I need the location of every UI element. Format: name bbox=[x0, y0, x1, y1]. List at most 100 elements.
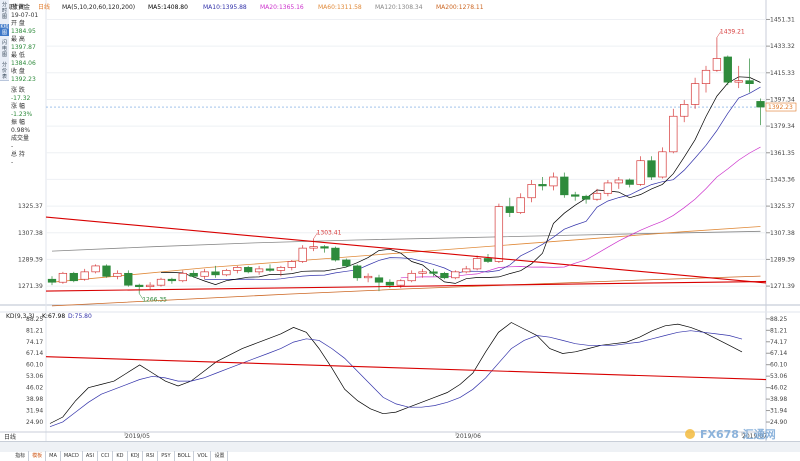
toolbar-tab-11[interactable]: VOL bbox=[194, 451, 212, 461]
annotation-label: 1303.41 bbox=[317, 230, 342, 237]
price-axis-ticks: 1451.31 1433.32 1415.33 1397.34 1379.34 1361.… bbox=[18, 16, 797, 290]
candle-body bbox=[222, 270, 231, 276]
candle-body bbox=[527, 184, 536, 199]
toolbar-tab-12[interactable]: 设置 bbox=[211, 451, 229, 461]
candle-body bbox=[200, 271, 209, 277]
price-tick-label-left: 1307.38 bbox=[18, 230, 43, 237]
candle-body bbox=[734, 80, 743, 83]
kd-tick-label-left: 88.25 bbox=[26, 316, 43, 323]
candle-body bbox=[385, 281, 395, 286]
candle-body bbox=[603, 182, 613, 194]
candle-body bbox=[211, 271, 220, 276]
annotation-leader bbox=[138, 293, 144, 300]
kd-d-line bbox=[49, 330, 743, 428]
high-label: 最 高 bbox=[11, 36, 25, 43]
ma120-line bbox=[51, 230, 761, 252]
descending-trendline bbox=[45, 216, 767, 284]
tab-flash[interactable]: 闪电图 bbox=[1, 40, 7, 58]
candle-body bbox=[80, 271, 89, 280]
price-tick-label: 1397.34 bbox=[770, 96, 795, 103]
kd-tick-label: 46.02 bbox=[770, 385, 787, 392]
toolbar-tab-2[interactable]: MA bbox=[46, 451, 61, 461]
toolbar-tab-8[interactable]: RSI bbox=[143, 451, 159, 461]
candle-body bbox=[756, 101, 765, 108]
kd-tick-label-left: 53.06 bbox=[26, 373, 43, 380]
kd-tick-label: 38.98 bbox=[770, 396, 787, 403]
candle-body bbox=[625, 179, 634, 185]
ma20-label: MA20:1365.16 bbox=[260, 4, 304, 11]
kd-k-value: K:67.98 bbox=[42, 313, 65, 320]
toolbar-tab-0[interactable]: 指标 bbox=[12, 451, 30, 461]
kd-tick-label: 24.90 bbox=[770, 419, 787, 426]
toolbar-tab-10[interactable]: BOLL bbox=[175, 451, 195, 461]
toolbar-tab-5[interactable]: CCI bbox=[98, 451, 114, 461]
price-annotations: 1439.21 1303.41 1266.35 bbox=[138, 28, 745, 304]
ma20-line bbox=[400, 146, 761, 279]
tab-timeshare[interactable]: 分时图 bbox=[1, 2, 7, 20]
candle-body bbox=[494, 206, 504, 262]
ma10-label: MA10:1395.88 bbox=[203, 4, 247, 11]
candle-body bbox=[276, 267, 286, 271]
view-tabs: 分时图 K线图 闪电图 分价表 bbox=[0, 0, 9, 81]
price-tick-label: 1361.35 bbox=[770, 150, 795, 157]
toolbar-tab-9[interactable]: PSY bbox=[158, 451, 175, 461]
toolbar-tab-3[interactable]: MACD bbox=[61, 451, 83, 461]
candle-body bbox=[331, 247, 340, 261]
candlestick-series bbox=[47, 37, 765, 294]
kd-tick-label-left: 24.90 bbox=[26, 419, 43, 426]
kd-tick-label: 67.14 bbox=[770, 350, 787, 357]
candle-body bbox=[353, 265, 362, 279]
candle-body bbox=[298, 247, 307, 262]
kd-tick-label-left: 31.94 bbox=[26, 408, 43, 415]
kd-label: KD(9,3,3) bbox=[6, 313, 35, 320]
low-label: 最 低 bbox=[11, 52, 25, 59]
tab-price-table[interactable]: 分价表 bbox=[1, 62, 7, 80]
high-value: 1397.87 bbox=[11, 44, 36, 51]
ma5-line bbox=[161, 76, 761, 285]
candle-body bbox=[244, 267, 253, 273]
candle-body bbox=[396, 280, 405, 286]
candle-body bbox=[58, 272, 68, 283]
period-tab[interactable]: 日线 bbox=[4, 434, 17, 441]
candle-body bbox=[538, 184, 547, 187]
open-label: 开 盘 bbox=[11, 20, 25, 27]
toolbar-tab-7[interactable]: KDJ bbox=[128, 451, 144, 461]
price-gridlines bbox=[46, 18, 766, 287]
toolbar-tab-4[interactable]: ASI bbox=[83, 451, 98, 461]
annotation-leader bbox=[716, 31, 722, 38]
candle-body bbox=[723, 56, 732, 83]
candle-body bbox=[560, 176, 569, 196]
candle-body bbox=[647, 160, 656, 178]
ma60-label: MA60:1311.58 bbox=[318, 4, 362, 11]
candle-body bbox=[145, 284, 155, 288]
time-label: 时 间 bbox=[11, 4, 25, 11]
price-tick-label: 1325.37 bbox=[770, 203, 795, 210]
toolbar-tab-1[interactable]: 模板 bbox=[29, 451, 47, 461]
ma120-label: MA120:1308.34 bbox=[375, 4, 423, 11]
moving-average-lines bbox=[51, 76, 761, 307]
candle-body bbox=[712, 58, 722, 71]
candle-body bbox=[658, 151, 667, 178]
kd-trendline bbox=[45, 356, 767, 381]
candle-body bbox=[745, 80, 754, 84]
low-value: 1384.06 bbox=[11, 60, 36, 67]
candle-body bbox=[287, 261, 296, 268]
date-label: 2019/06 bbox=[456, 433, 481, 440]
candle-body bbox=[549, 176, 558, 187]
watermark-logo-icon bbox=[685, 429, 695, 439]
candle-body bbox=[690, 83, 700, 105]
candle-body bbox=[516, 197, 525, 213]
price-tick-label: 1343.36 bbox=[770, 176, 795, 183]
toolbar-tab-6[interactable]: KD bbox=[113, 451, 128, 461]
trend-lines bbox=[45, 216, 767, 292]
close-value: 1392.23 bbox=[11, 76, 36, 83]
tab-kline[interactable]: K线图 bbox=[0, 24, 9, 36]
candle-body bbox=[462, 268, 471, 273]
candle-body bbox=[581, 195, 591, 200]
amplitude-label: 振 幅 bbox=[11, 119, 25, 126]
candle-body bbox=[124, 272, 133, 286]
volume-value: - bbox=[11, 143, 14, 150]
open-interest-value: - bbox=[11, 159, 14, 166]
candle-body bbox=[636, 160, 645, 185]
candle-body bbox=[91, 265, 100, 273]
